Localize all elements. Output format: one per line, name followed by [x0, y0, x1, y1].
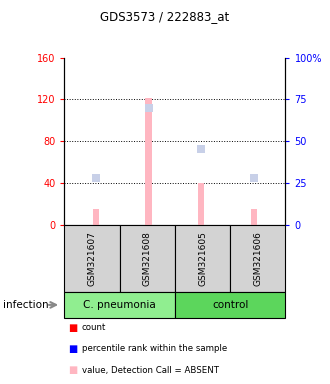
Text: GSM321607: GSM321607	[87, 231, 96, 286]
Text: ■: ■	[68, 344, 77, 354]
Text: ■: ■	[68, 323, 77, 333]
Text: infection: infection	[3, 300, 49, 310]
Text: control: control	[212, 300, 248, 310]
Bar	[198, 183, 204, 225]
Text: count: count	[82, 323, 106, 332]
Bar	[93, 209, 99, 225]
Text: ■: ■	[68, 365, 77, 375]
Bar	[251, 209, 257, 225]
Text: percentile rank within the sample: percentile rank within the sample	[82, 344, 227, 353]
Text: GSM321605: GSM321605	[198, 231, 207, 286]
Text: value, Detection Call = ABSENT: value, Detection Call = ABSENT	[82, 366, 218, 374]
Text: GDS3573 / 222883_at: GDS3573 / 222883_at	[100, 10, 230, 23]
Text: GSM321606: GSM321606	[253, 231, 262, 286]
Text: C. pneumonia: C. pneumonia	[83, 300, 156, 310]
Bar	[146, 98, 152, 225]
Text: GSM321608: GSM321608	[143, 231, 152, 286]
